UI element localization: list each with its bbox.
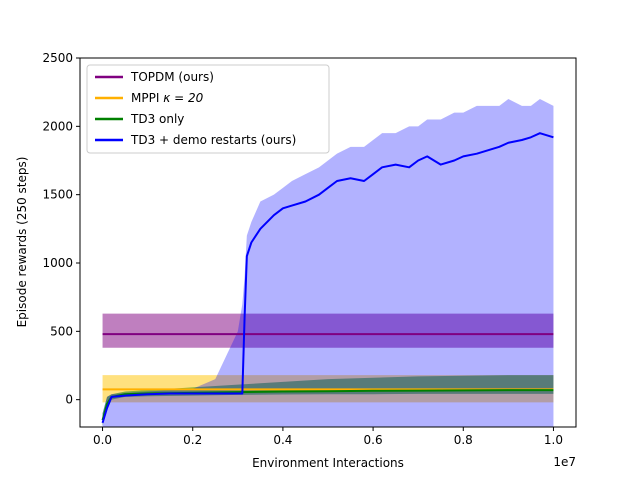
band-series-0 <box>102 313 554 348</box>
x-tick-label: 0.4 <box>273 433 292 447</box>
x-axis-label: Environment Interactions <box>252 456 404 470</box>
band-series-3 <box>102 99 554 427</box>
y-tick-label: 500 <box>50 324 73 338</box>
x-axis-offset-label: 1e7 <box>553 455 576 469</box>
x-axis-ticks: 0.0 0.2 0.4 0.6 0.8 1.0 <box>93 427 563 447</box>
band-series-2 <box>102 375 554 426</box>
y-tick-label: 0 <box>65 393 73 407</box>
y-tick-label: 1000 <box>42 256 73 270</box>
x-tick-label: 0.2 <box>183 433 202 447</box>
x-tick-label: 1.0 <box>544 433 563 447</box>
x-tick-label: 0.0 <box>93 433 112 447</box>
legend-label-1: MPPI κ = 20 <box>131 91 204 105</box>
legend-box <box>86 64 330 154</box>
y-tick-label: 2500 <box>42 51 73 65</box>
y-tick-label: 2000 <box>42 119 73 133</box>
legend-label-0: TOPDM (ours) <box>130 70 214 84</box>
y-tick-label: 1500 <box>42 188 73 202</box>
legend-label-2: TD3 only <box>130 112 184 126</box>
line-series-3 <box>101 132 554 424</box>
plot-frame <box>79 57 577 428</box>
x-tick-label: 0.8 <box>454 433 473 447</box>
legend: TOPDM (ours) MPPI κ = 20 TD3 only TD3 + dem… <box>86 64 330 154</box>
y-axis-ticks: 0 500 1000 1500 2000 2500 <box>42 51 80 407</box>
series-lines <box>101 132 554 424</box>
confidence-bands <box>102 99 554 427</box>
x-tick-label: 0.6 <box>364 433 383 447</box>
legend-label-3: TD3 + demo restarts (ours) <box>130 133 296 147</box>
y-axis-label: Episode rewards (250 steps) <box>15 157 29 328</box>
